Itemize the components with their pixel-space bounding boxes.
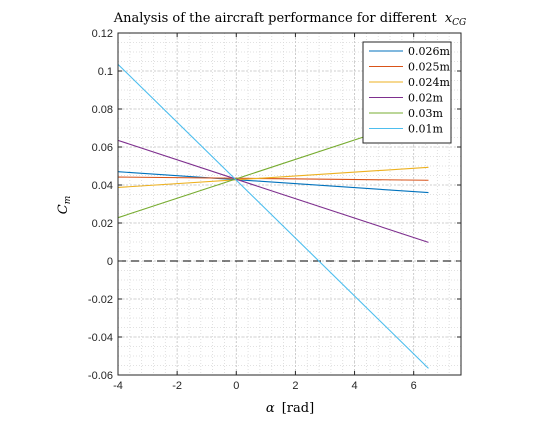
y-axis-ticks: -0.06 -0.04 -0.02 0 0.02 0.04 0.06 0.08 0.1 0.12 — [88, 28, 461, 382]
series-line-5 — [117, 63, 429, 369]
legend-label: 0.03m — [408, 107, 443, 120]
series-line-1 — [117, 176, 429, 181]
y-axis-label: Cm — [56, 196, 73, 215]
legend-label: 0.01m — [408, 123, 443, 136]
y-axis-label-subscript: m — [63, 196, 73, 205]
x-tick-label: 2 — [292, 380, 298, 392]
series-line-3 — [117, 139, 429, 243]
x-axis-label: α [rad] — [266, 401, 314, 416]
chart-title-text: Analysis of the aircraft performance for… — [113, 11, 438, 26]
chart-title: Analysis of the aircraft performance for… — [113, 11, 466, 28]
plot-area-frame — [117, 32, 462, 376]
legend-label: 0.025m — [408, 61, 450, 74]
y-tick-label: 0.1 — [98, 66, 113, 78]
y-tick-label: -0.06 — [88, 370, 113, 382]
series-line-2 — [117, 166, 429, 189]
y-tick-label: -0.04 — [88, 332, 113, 344]
y-tick-label: 0.04 — [92, 180, 113, 192]
legend-label: 0.02m — [408, 92, 443, 105]
chart-title-subscript: CG — [452, 18, 466, 28]
x-tick-label: -4 — [113, 380, 123, 392]
legend-label: 0.026m — [408, 45, 450, 58]
x-tick-label: 0 — [233, 380, 239, 392]
y-tick-label: 0.02 — [92, 218, 113, 230]
legend-box — [362, 41, 452, 144]
series-line-0 — [117, 171, 429, 194]
y-tick-label: 0 — [107, 256, 113, 268]
y-tick-label: 0.12 — [92, 28, 113, 40]
y-axis-label-symbol: C — [56, 204, 71, 214]
x-axis-label-symbol: α — [266, 401, 275, 416]
legend: 0.026m 0.025m 0.024m 0.02m 0.03m 0.01m — [362, 41, 452, 144]
y-tick-label: 0.06 — [92, 142, 113, 154]
legend-label: 0.024m — [408, 76, 450, 89]
y-tick-label: -0.02 — [88, 294, 113, 306]
x-tick-label: 4 — [351, 380, 357, 392]
chart-title-symbol: x — [445, 11, 453, 26]
y-tick-label: 0.08 — [92, 104, 113, 116]
x-tick-label: 6 — [411, 380, 417, 392]
x-axis-ticks: -4 -2 0 2 4 6 — [113, 33, 417, 392]
x-tick-label: -2 — [172, 380, 182, 392]
x-axis-label-unit: [rad] — [282, 401, 314, 416]
